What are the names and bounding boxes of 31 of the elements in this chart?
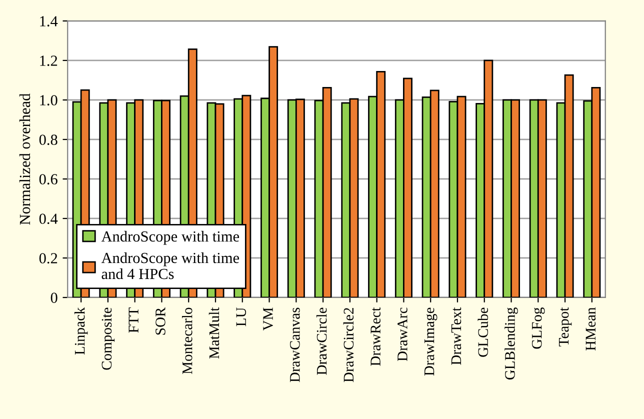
y-tick-label: 0.6	[39, 174, 58, 184]
x-tick-label: Composite	[102, 308, 115, 370]
x-tick-label: MatMult	[208, 307, 220, 359]
x-tick-label: DrawCircle	[316, 308, 327, 375]
x-tick-label: Teapot	[558, 307, 572, 346]
x-tick-label: Linpack	[74, 307, 88, 355]
x-tick-label: VM	[263, 308, 273, 331]
y-tick-label: 0.2	[39, 253, 58, 264]
y-axis-title: Normalized overhead	[19, 93, 30, 225]
x-tick-label: FTT	[128, 307, 138, 333]
y-tick-label: 0	[50, 292, 58, 303]
y-tick-label: 0.8	[39, 134, 58, 145]
x-tick-label: DrawImage	[424, 308, 438, 376]
x-tick-label: GLCube	[478, 308, 488, 357]
y-tick-label: 1.2	[40, 56, 58, 66]
legend-label: AndroScope with time and 4 HPCs	[101, 252, 240, 280]
x-tick-label: DrawCircle2	[343, 308, 354, 382]
x-tick-label: GLBlending	[504, 307, 518, 380]
x-tick-label: HMean	[586, 307, 596, 351]
x-tick-label: DrawText	[451, 307, 462, 365]
y-tick-label: 1.4	[40, 16, 58, 26]
legend-label: AndroScope with time	[101, 230, 240, 245]
y-tick-label: 0.4	[39, 214, 58, 224]
x-tick-label: LU	[236, 308, 246, 326]
x-tick-label: SOR	[156, 307, 166, 335]
y-tick-label: 1.0	[40, 95, 58, 106]
x-tick-label: DrawRect	[370, 307, 380, 366]
x-tick-label: GLFog	[532, 307, 545, 349]
x-tick-label: DrawCanvas	[290, 308, 300, 382]
x-tick-label: Montecarlo	[182, 308, 192, 374]
x-tick-label: DrawArc	[398, 308, 408, 362]
